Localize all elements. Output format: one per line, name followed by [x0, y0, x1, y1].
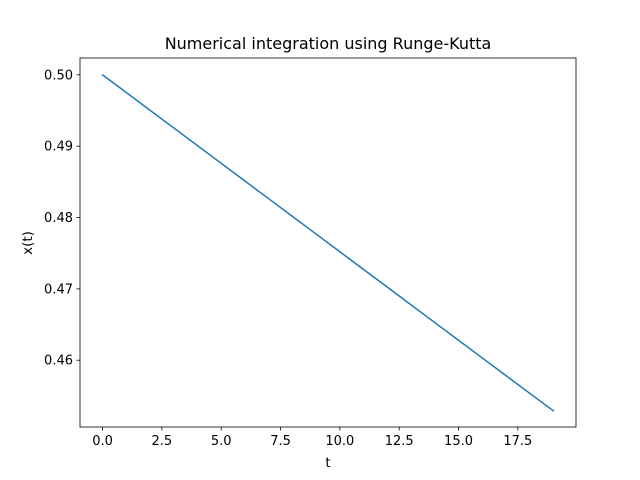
x-axis-label: t [325, 455, 330, 471]
x-tick-label: 5.0 [211, 434, 232, 449]
plot-area: 0.0 2.5 5.0 7.5 10.0 12.5 15.0 17.5 0.46 0.47 0.48… [44, 57, 577, 449]
x-tick-label: 12.5 [385, 434, 414, 449]
y-tick-label: 0.49 [44, 140, 73, 155]
y-tick-label: 0.47 [44, 282, 73, 297]
x-tick-label: 0.0 [92, 434, 113, 449]
y-axis-label: x(t) [20, 231, 36, 255]
series-line-0 [101, 73, 555, 412]
y-tick-label: 0.46 [44, 354, 73, 369]
x-tick-label: 17.5 [503, 434, 532, 449]
x-tick-label: 15.0 [444, 434, 473, 449]
axes-frame [79, 57, 577, 428]
chart-title: Numerical integration using Runge-Kutta [165, 34, 492, 53]
x-tick-label: 2.5 [152, 434, 173, 449]
x-tick-label: 7.5 [270, 434, 291, 449]
y-tick-label: 0.50 [44, 68, 73, 83]
y-tick-label: 0.48 [44, 211, 73, 226]
x-tick-label: 10.0 [325, 434, 354, 449]
